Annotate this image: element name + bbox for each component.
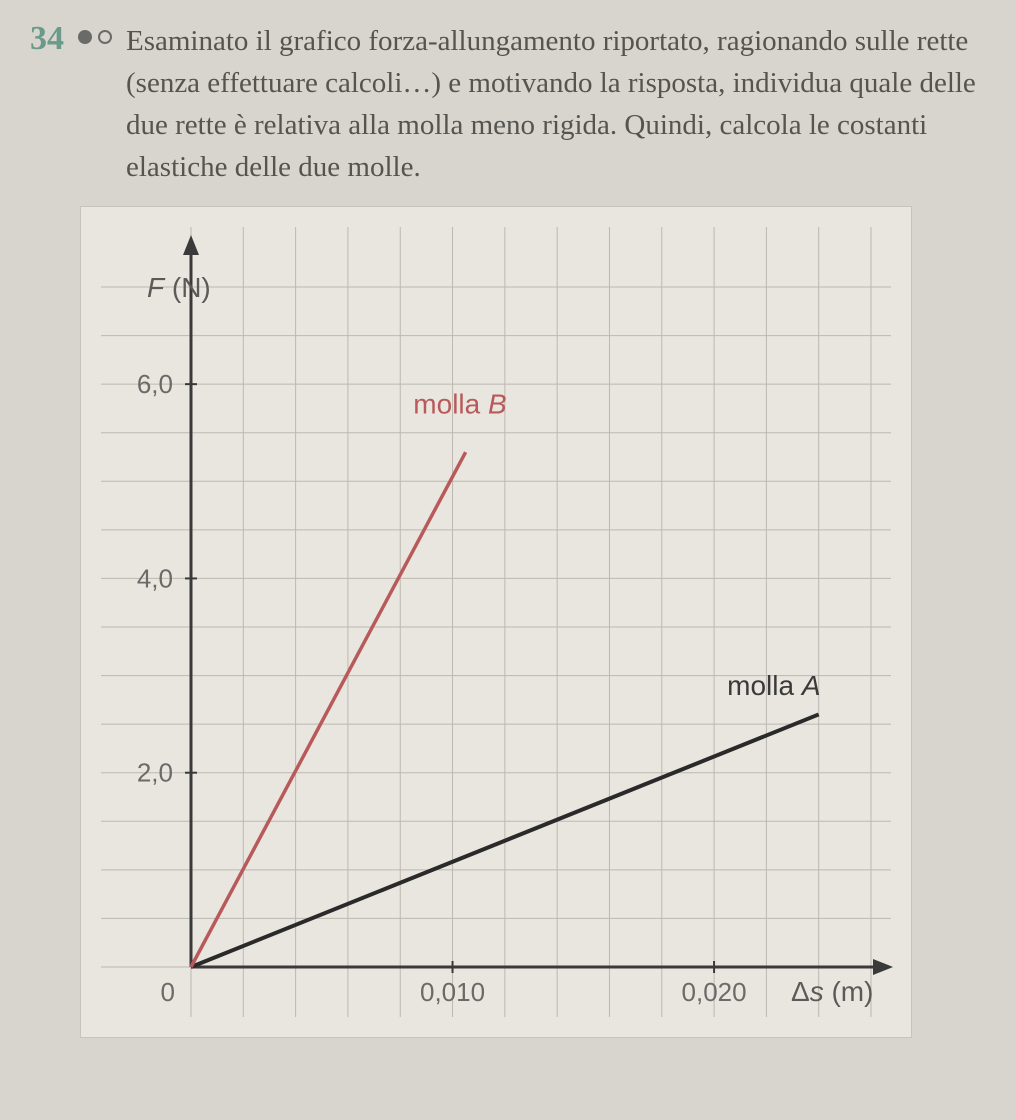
- problem-number: 34: [30, 20, 64, 57]
- difficulty-dot-empty: [98, 30, 112, 44]
- chart-frame: 2,0 4,0 6,0 0,010 0,020 0 F (N) Δs (m) molla A mo…: [80, 206, 912, 1038]
- y-tick-label: 4,0: [137, 564, 173, 594]
- series-label-molla-b: molla B: [413, 388, 506, 419]
- force-elongation-chart: 2,0 4,0 6,0 0,010 0,020 0 F (N) Δs (m) molla A mo…: [81, 207, 911, 1037]
- x-axis-arrow: [873, 959, 893, 975]
- x-axis-label: Δs (m): [791, 976, 873, 1007]
- page: 34 Esaminato il grafico forza-allungamen…: [0, 0, 1016, 1068]
- difficulty-indicator: [78, 30, 112, 44]
- x-tick-label: 0,010: [420, 977, 485, 1007]
- y-axis-label: F (N): [147, 272, 211, 303]
- y-tick-label: 6,0: [137, 369, 173, 399]
- problem-text: Esaminato il grafico forza-allungamento …: [126, 20, 986, 188]
- y-tick-label: 2,0: [137, 758, 173, 788]
- y-axis-arrow: [183, 235, 199, 255]
- series-label-molla-a: molla A: [727, 670, 820, 701]
- problem-header: 34 Esaminato il grafico forza-allungamen…: [30, 20, 986, 188]
- origin-label: 0: [161, 977, 175, 1007]
- x-tick-label: 0,020: [682, 977, 747, 1007]
- difficulty-dot-filled: [78, 30, 92, 44]
